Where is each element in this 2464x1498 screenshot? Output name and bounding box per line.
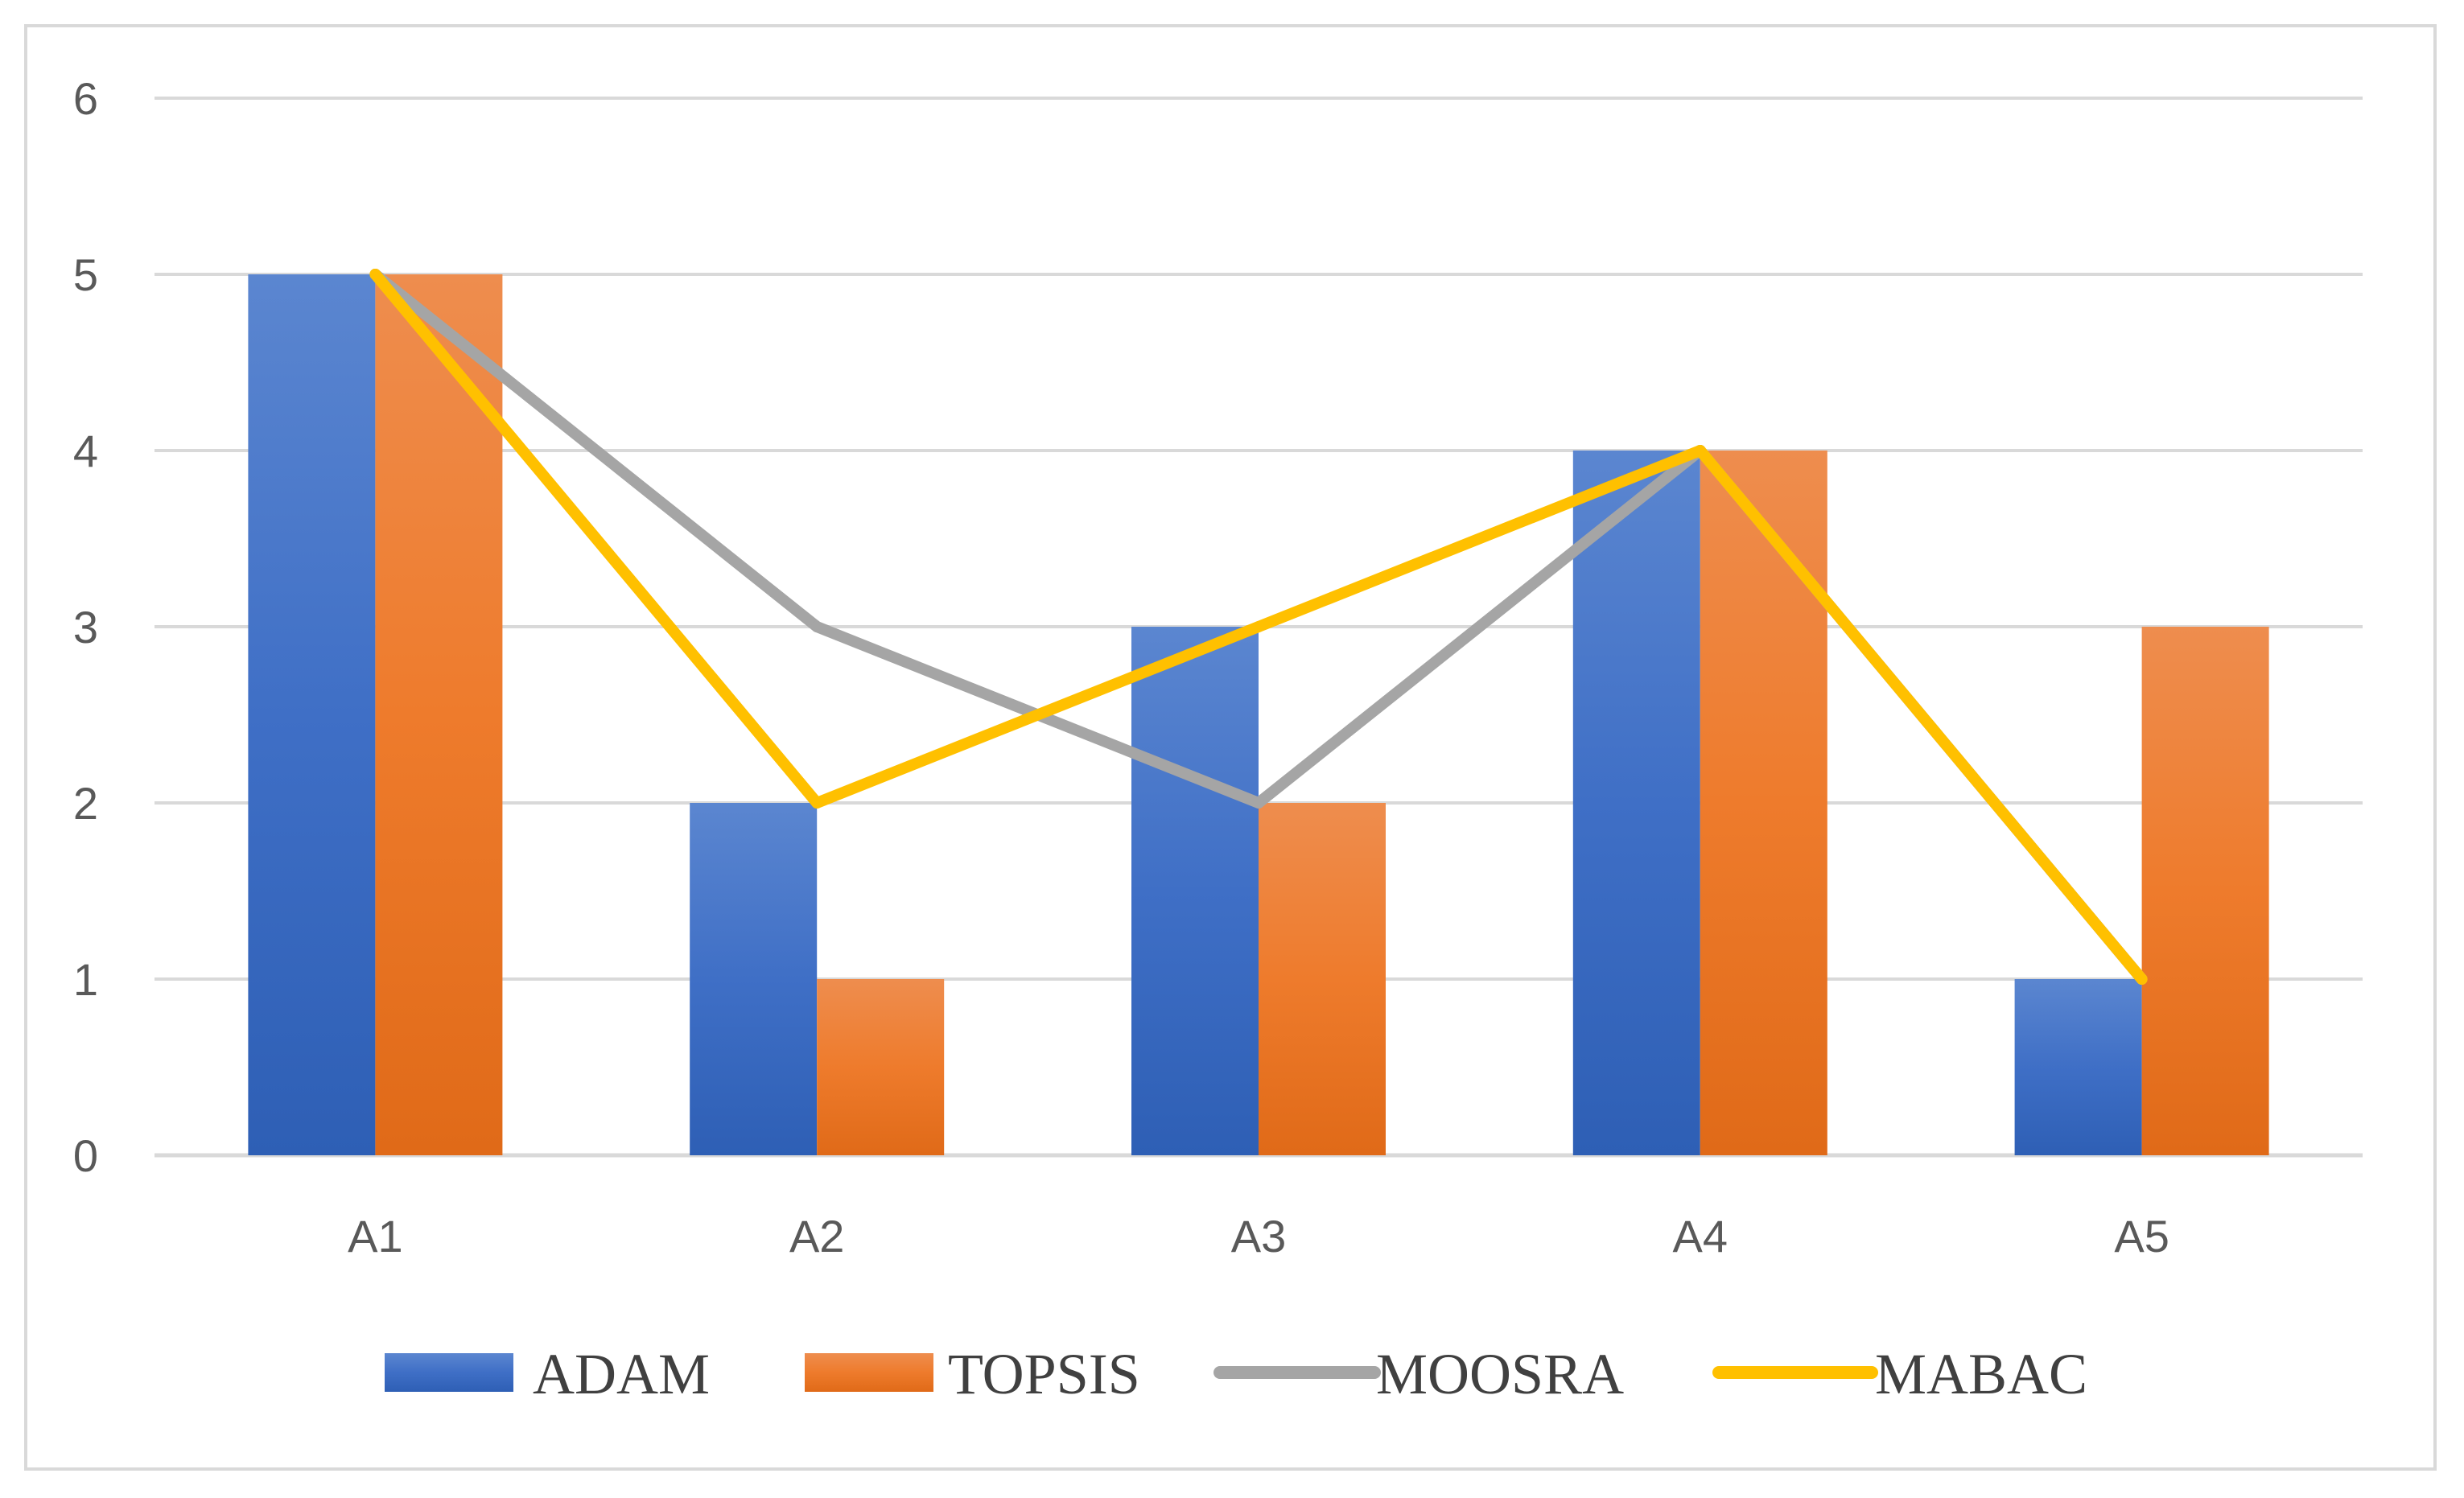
bar-topsis-a4	[1700, 451, 1827, 1155]
legend-label-mabac: MABAC	[1875, 1342, 2087, 1406]
y-tick-label: 3	[73, 602, 98, 652]
point-mabac-a4	[1694, 445, 1706, 456]
legend-label-topsis: TOPSIS	[948, 1342, 1140, 1406]
series-lines	[369, 269, 2148, 985]
bar-topsis-a1	[375, 274, 503, 1155]
bar-adam-a3	[1131, 627, 1259, 1155]
y-tick-label: 4	[73, 426, 98, 476]
y-tick-label: 2	[73, 778, 98, 829]
x-tick-label: A3	[1231, 1211, 1287, 1261]
y-tick-label: 6	[73, 73, 98, 124]
bar-adam-a2	[690, 803, 818, 1155]
y-axis-ticks: 0 1 2 3 4 5 6	[73, 73, 98, 1181]
bar-adam-a1	[248, 274, 376, 1155]
legend-label-adam: ADAM	[533, 1342, 710, 1406]
legend: ADAM TOPSIS MOOSRA MABAC	[385, 1342, 2087, 1406]
bar-topsis-a2	[817, 979, 945, 1155]
y-tick-label: 0	[73, 1130, 98, 1181]
y-tick-label: 5	[73, 249, 98, 300]
point-mabac-a1	[369, 269, 381, 280]
bar-adam-a4	[1572, 451, 1700, 1155]
point-moosra-a2	[811, 621, 823, 632]
point-mabac-a2	[811, 797, 823, 809]
x-tick-label: A2	[789, 1211, 845, 1261]
point-mabac-a3	[1253, 621, 1264, 632]
legend-swatch-topsis	[805, 1353, 933, 1392]
x-axis-ticks: A1 A2 A3 A4 A5	[348, 1211, 2169, 1261]
bar-topsis-a3	[1259, 803, 1386, 1155]
x-tick-label: A1	[348, 1211, 403, 1261]
legend-swatch-adam	[385, 1353, 513, 1392]
bars	[248, 274, 2269, 1155]
legend-label-moosra: MOOSRA	[1376, 1342, 1624, 1406]
point-mabac-a5	[2136, 973, 2148, 985]
y-tick-label: 1	[73, 954, 98, 1005]
x-tick-label: A5	[2114, 1211, 2169, 1261]
bar-topsis-a5	[2141, 627, 2269, 1155]
x-tick-label: A4	[1673, 1211, 1729, 1261]
point-moosra-a3	[1253, 797, 1264, 809]
bar-adam-a5	[2014, 979, 2142, 1155]
